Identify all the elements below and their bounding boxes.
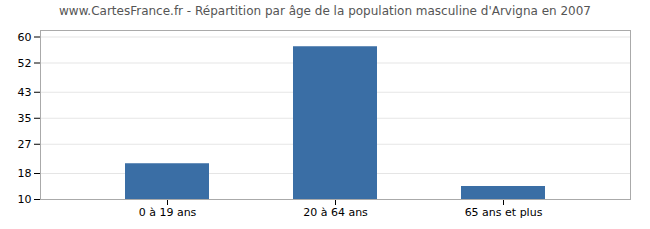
svg-text:43: 43 [18, 86, 32, 99]
html-text:www.CartesFrance.fr - Répartit: www.CartesFrance.fr - Répartition par âg… [59, 4, 591, 18]
svg-text:0 à 19 ans: 0 à 19 ans [139, 206, 197, 219]
svg-text:52: 52 [18, 57, 32, 70]
svg-text:35: 35 [18, 112, 32, 125]
svg-text:60: 60 [18, 31, 32, 44]
svg-text:18: 18 [18, 167, 32, 180]
svg-text:65 ans et plus: 65 ans et plus [465, 206, 543, 219]
svg-text:10: 10 [18, 193, 32, 206]
svg-text:20 à 64 ans: 20 à 64 ans [303, 206, 368, 219]
svg-text:27: 27 [18, 138, 32, 151]
